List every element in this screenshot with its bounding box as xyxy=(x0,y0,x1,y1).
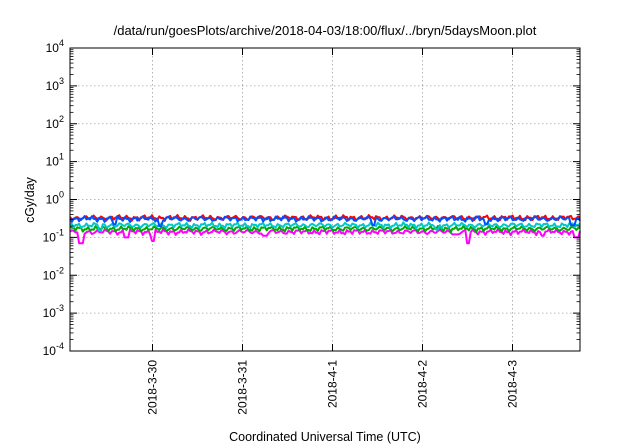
y-tick-label: 103 xyxy=(46,76,64,93)
y-tick-label: 100 xyxy=(46,190,64,207)
series-line-3 xyxy=(69,214,581,222)
y-tick-label: 101 xyxy=(46,152,64,169)
series-line-0 xyxy=(69,228,581,245)
y-tick-label: 10-2 xyxy=(43,265,64,282)
series-line-2 xyxy=(70,221,581,232)
y-tick-label: 10-1 xyxy=(43,227,64,244)
series-line-4 xyxy=(69,215,581,227)
y-tick-label: 102 xyxy=(46,114,64,131)
x-axis-label: Coordinated Universal Time (UTC) xyxy=(229,430,421,444)
y-tick-label: 10-4 xyxy=(43,341,64,358)
grid xyxy=(70,48,580,351)
y-tick-label: 104 xyxy=(46,38,64,55)
x-tick-label: 2018-3-31 xyxy=(236,360,250,415)
chart-title: /data/run/goesPlots/archive/2018-04-03/1… xyxy=(114,23,537,38)
x-tick-label: 2018-4-2 xyxy=(416,360,430,408)
y-axis-label: cGy/day xyxy=(23,176,37,223)
y-tick-label: 10-3 xyxy=(43,303,64,320)
x-tick-label: 2018-4-1 xyxy=(326,360,340,408)
x-tick-label: 2018-4-3 xyxy=(506,360,520,408)
series-line-1 xyxy=(69,224,581,233)
y-axis: 10-4 10-3 10-2 10-1 100 101 102 103 104 xyxy=(43,38,580,358)
series-lines xyxy=(69,214,581,245)
x-axis: 2018-3-30 2018-3-31 2018-4-1 2018-4-2 2018-4… xyxy=(146,48,520,415)
x-tick-label: 2018-3-30 xyxy=(146,360,160,415)
